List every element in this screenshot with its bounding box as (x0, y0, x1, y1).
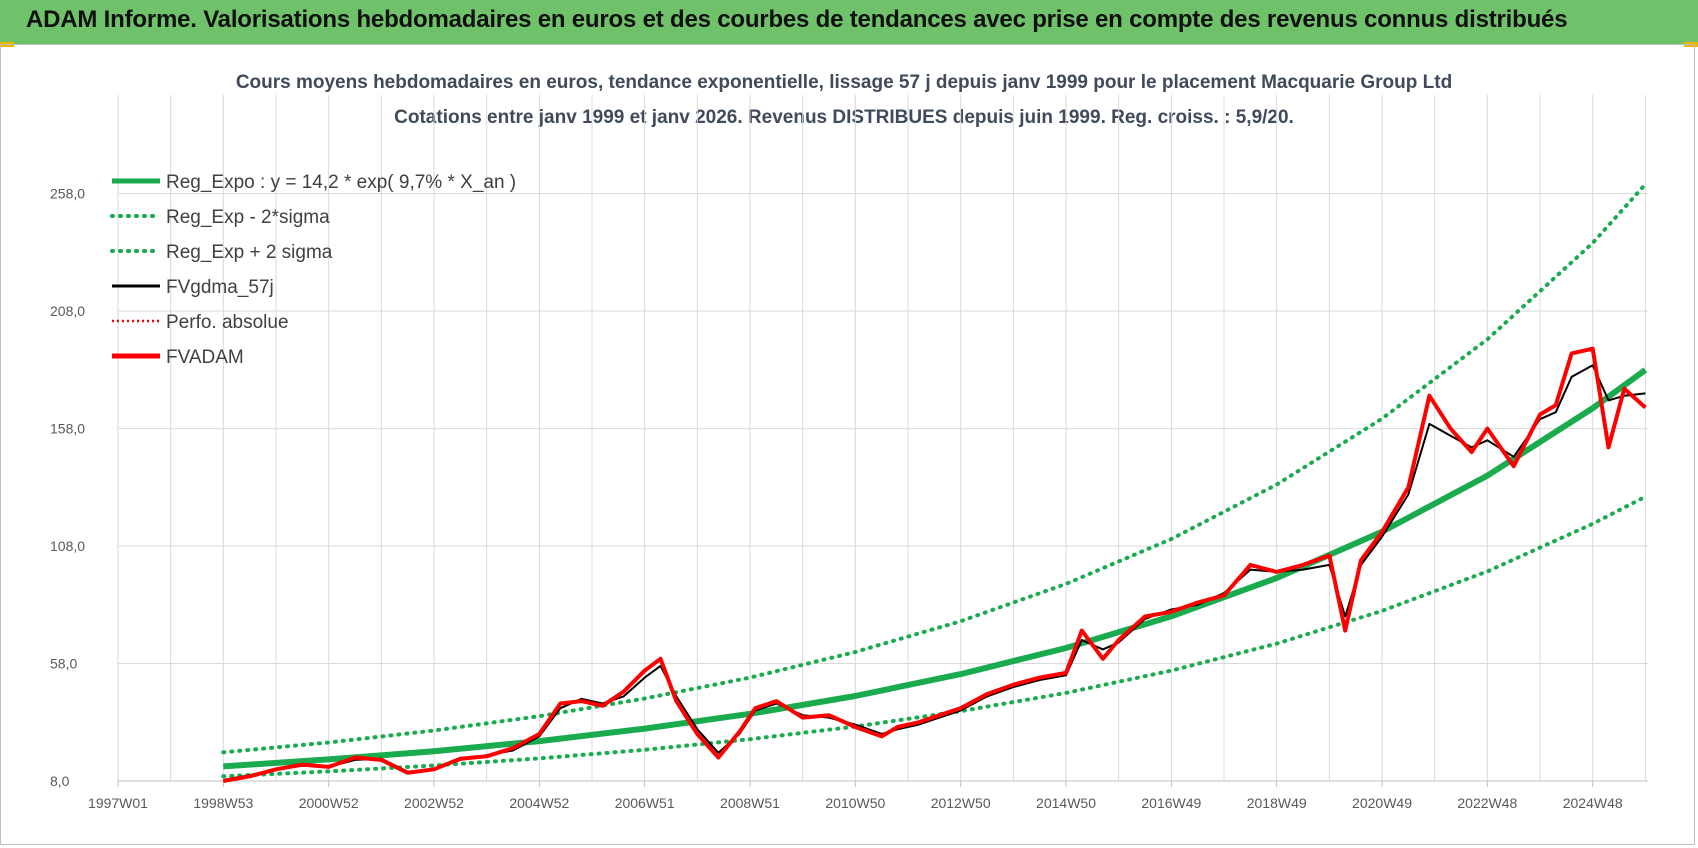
legend: Reg_Expo : y = 14,2 * exp( 9,7% * X_an )… (110, 172, 516, 368)
x-tick-label: 2006W51 (615, 795, 675, 811)
axes: 8,0 58,0 108,0 158,0 208,0 258,0 1997W01 1998W5… (50, 186, 1648, 811)
x-tick-label: 2000W52 (299, 795, 359, 811)
x-tick-label: 2016W49 (1141, 795, 1201, 811)
page-title: ADAM Informe. Valorisations hebdomadaire… (26, 6, 1568, 33)
legend-fvadam-label: FVADAM (166, 347, 244, 368)
fvadam-line (222, 346, 1647, 783)
chart-title-line1: Cours moyens hebdomadaires en euros, ten… (236, 72, 1452, 93)
x-tick-label: 1998W53 (193, 795, 253, 811)
y-tick-label: 58,0 (50, 656, 77, 672)
legend-reg-exp-minus-label: Reg_Exp - 2*sigma (166, 207, 330, 228)
x-tick-label: 2012W50 (931, 795, 991, 811)
y-tick-label: 158,0 (50, 421, 85, 437)
legend-fvgdma-label: FVgdma_57j (166, 277, 274, 298)
x-tick-label: 2002W52 (404, 795, 464, 811)
x-tick-label: 2008W51 (720, 795, 780, 811)
header-bar: ADAM Informe. Valorisations hebdomadaire… (0, 0, 1698, 44)
x-tick-label: 2014W50 (1036, 795, 1096, 811)
y-tick-label: 208,0 (50, 303, 85, 319)
legend-perfo-absolue-label: Perfo. absolue (166, 312, 289, 333)
plot-area (221, 182, 1648, 783)
reg-exp-minus-2sigma-line (221, 494, 1648, 779)
x-tick-label: 1997W01 (88, 795, 148, 811)
x-tick-label: 2010W50 (825, 795, 885, 811)
chart-frame (0, 44, 1695, 845)
reg-exp-plus-2sigma-line (221, 182, 1648, 755)
chart-title-line2: Cotations entre janv 1999 et janv 2026. … (394, 107, 1294, 128)
x-tick-label: 2022W48 (1457, 795, 1517, 811)
legend-reg-expo-label: Reg_Expo : y = 14,2 * exp( 9,7% * X_an ) (166, 172, 516, 193)
x-tick-label: 2004W52 (509, 795, 569, 811)
y-tick-label: 108,0 (50, 538, 85, 554)
y-tick-label: 8,0 (50, 773, 70, 789)
x-tick-label: 2024W48 (1563, 795, 1623, 811)
y-tick-label: 258,0 (50, 186, 85, 202)
legend-reg-exp-plus-label: Reg_Exp + 2 sigma (166, 242, 333, 263)
x-tick-label: 2020W49 (1352, 795, 1412, 811)
reg-expo-line (223, 367, 1648, 770)
x-tick-label: 2018W49 (1247, 795, 1307, 811)
